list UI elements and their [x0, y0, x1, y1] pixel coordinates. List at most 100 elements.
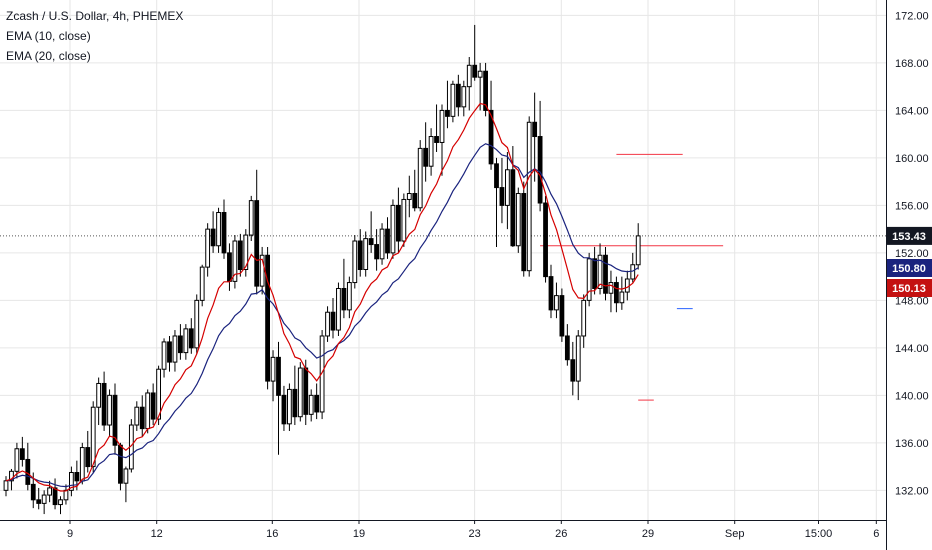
candle-down [303, 367, 309, 415]
x-tick-label: 9 [67, 528, 73, 540]
candle-series [3, 24, 641, 515]
candle-down [330, 311, 336, 331]
x-tick-label: Sep [725, 528, 745, 540]
candle-up [216, 212, 221, 247]
candle-up [248, 200, 254, 236]
candle-down [74, 472, 80, 482]
price-tags: 153.43 150.80 150.13 [887, 226, 932, 297]
horizontal-levels [0, 153, 886, 401]
candle-down [150, 392, 156, 420]
candle-down [412, 193, 418, 209]
price-tag-label-ema20: 150.80 [892, 263, 926, 275]
x-tick-label: 26 [555, 528, 567, 540]
candle-up [597, 254, 603, 289]
candle-up [14, 448, 20, 472]
candle-down [118, 444, 123, 484]
candle-down [614, 282, 619, 304]
x-tick-label: 6 [873, 528, 879, 540]
candle-up [243, 234, 249, 270]
candle-up [477, 70, 483, 78]
candle-down [178, 335, 183, 354]
ema-10-line [5, 102, 639, 492]
candle-up [505, 169, 510, 206]
candle-up [194, 299, 200, 349]
candle-up [325, 311, 330, 337]
candle-down [488, 109, 494, 165]
candle-down [434, 136, 439, 143]
candle-up [297, 367, 303, 418]
x-tick-label: 12 [151, 528, 163, 540]
candle-up [199, 266, 205, 301]
ema-lines [5, 102, 639, 492]
candle-down [52, 487, 58, 506]
candle-up [3, 480, 9, 491]
candle-down [237, 240, 243, 270]
candle-down [521, 193, 527, 272]
candle-down [341, 287, 347, 311]
legend-ema-10[interactable]: EMA (10, close) [6, 29, 91, 43]
candle-down [455, 83, 461, 108]
candle-down [494, 163, 499, 189]
candle-down [25, 458, 31, 485]
candle-down [559, 295, 565, 337]
candle-up [41, 494, 47, 504]
legend-ema-20[interactable]: EMA (20, close) [6, 49, 91, 63]
candle-down [85, 447, 91, 468]
candle-up [69, 472, 74, 491]
candle-down [385, 228, 390, 254]
candle-down [510, 169, 516, 247]
candle-up [96, 382, 102, 408]
y-tick-label: 164.00 [895, 105, 929, 117]
candle-up [145, 392, 151, 430]
candle-up [608, 282, 614, 294]
candle-down [472, 64, 478, 78]
candle-up [161, 341, 167, 370]
candle-down [112, 394, 118, 446]
candle-up [575, 335, 581, 382]
candle-down [423, 147, 429, 167]
chart-legend: Zcash / U.S. Dollar, 4h, PHEMEX EMA (10,… [6, 6, 183, 66]
candle-up [630, 264, 636, 280]
candle-up [107, 394, 112, 426]
y-tick-label: 160.00 [895, 153, 929, 165]
x-tick-label: 16 [266, 528, 278, 540]
price-tag-label-ema10: 150.13 [892, 283, 926, 295]
candle-up [79, 447, 85, 482]
candle-up [439, 109, 445, 143]
candle-down [564, 335, 570, 361]
candle-up [450, 83, 456, 117]
x-tick-label: 23 [468, 528, 480, 540]
candle-down [265, 254, 271, 382]
candle-up [63, 489, 69, 501]
candle-down [276, 356, 281, 396]
candle-down [368, 238, 374, 246]
y-tick-label: 152.00 [895, 248, 929, 260]
candle-up [581, 299, 587, 337]
x-tick-label: 15:00 [805, 528, 833, 540]
candle-up [461, 86, 467, 108]
candle-up [47, 487, 53, 496]
candle-down [592, 258, 598, 289]
candle-up [9, 470, 14, 482]
candle-up [352, 240, 358, 284]
y-tick-label: 156.00 [895, 200, 929, 212]
candle-down [30, 483, 36, 501]
candle-up [156, 368, 161, 420]
candle-up [308, 394, 314, 415]
candle-up [232, 240, 238, 282]
y-tick-label: 136.00 [895, 438, 929, 450]
candle-down [445, 109, 450, 117]
candle-up [336, 287, 341, 331]
legend-title[interactable]: Zcash / U.S. Dollar, 4h, PHEMEX [6, 9, 184, 23]
candle-up [554, 295, 559, 311]
candle-up [319, 335, 325, 413]
candle-down [281, 394, 287, 425]
price-tag-ema20 [887, 259, 932, 277]
candle-up [205, 228, 211, 268]
candle-up [346, 282, 352, 311]
candle-up [417, 147, 423, 209]
candle-up [183, 328, 189, 354]
candle-up [90, 406, 96, 468]
candle-down [254, 200, 260, 287]
